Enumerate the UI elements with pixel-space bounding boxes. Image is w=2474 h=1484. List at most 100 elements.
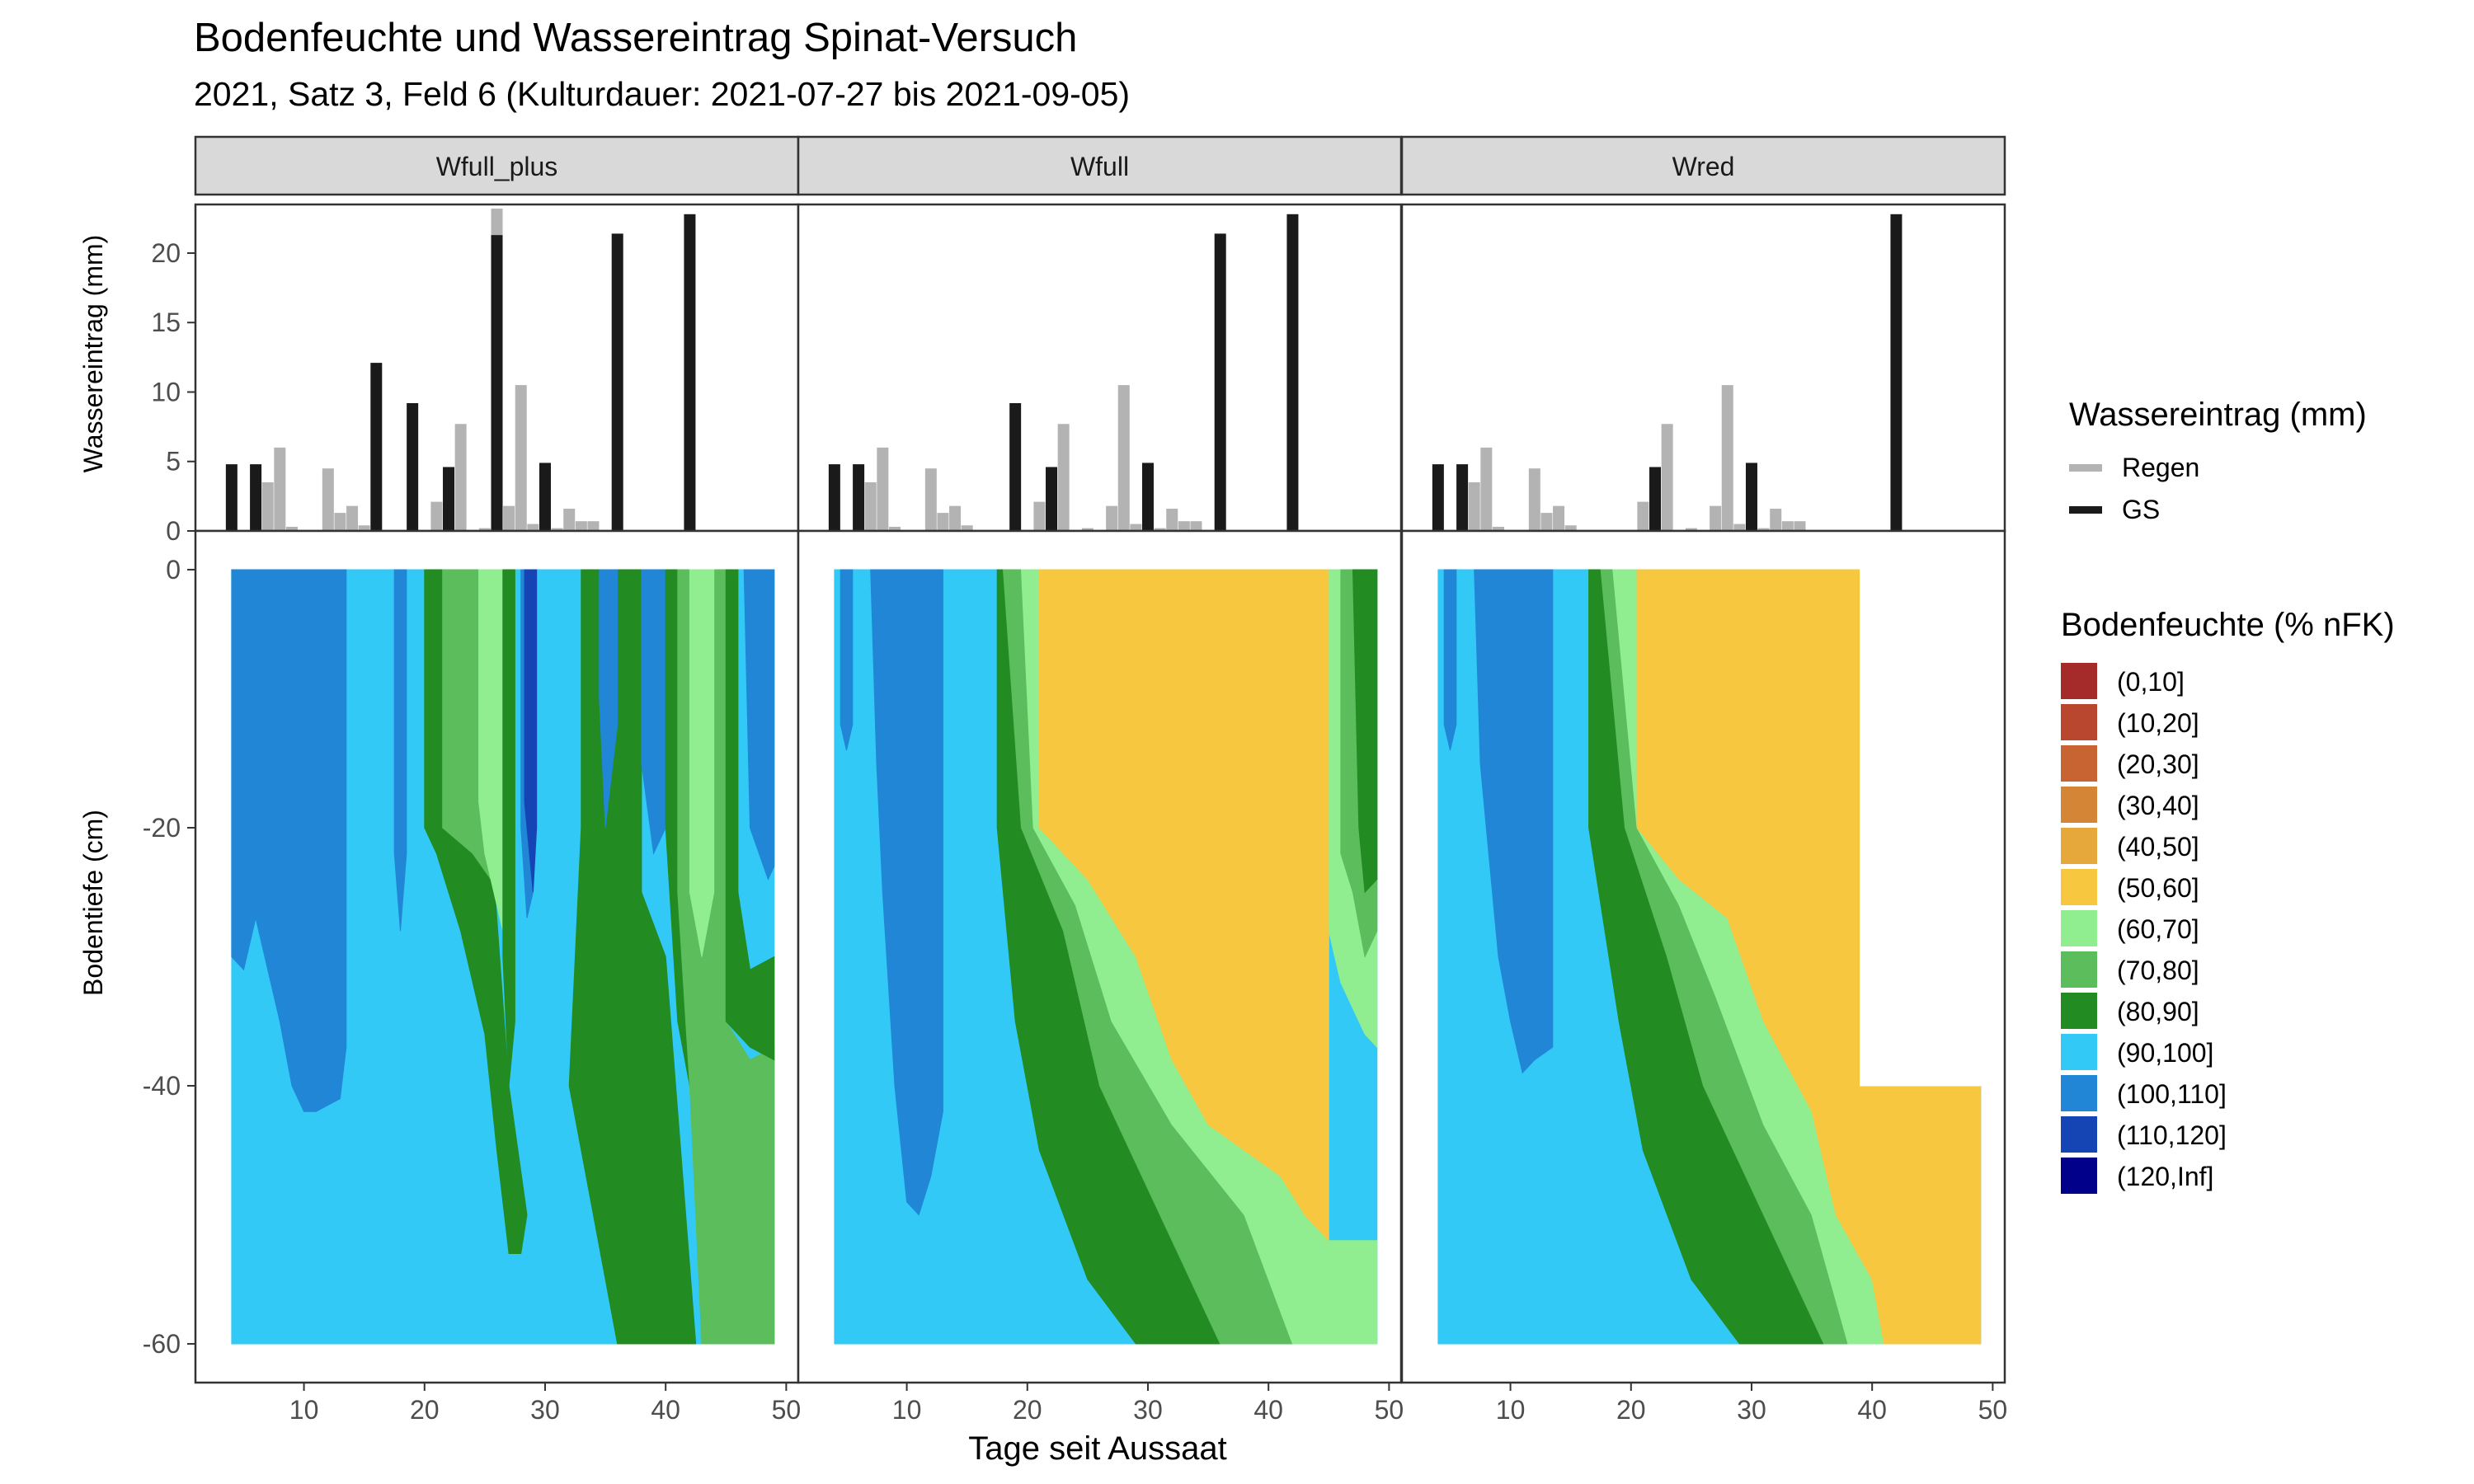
soil-moisture-contours xyxy=(834,569,1378,1345)
bar-regen xyxy=(358,525,370,531)
bar-gs xyxy=(1649,467,1662,531)
bar-regen xyxy=(274,447,286,531)
x-axis-title: Tage seit Aussaat xyxy=(968,1430,1227,1467)
legend-water-input: Wassereintrag (mm) Regen GS xyxy=(2069,397,2367,524)
bar-regen xyxy=(864,482,877,531)
bar-regen xyxy=(961,525,973,531)
bar-regen xyxy=(1721,385,1733,531)
contour-band xyxy=(231,569,347,1112)
bar-regen xyxy=(1540,513,1553,531)
x-tick-label: 20 xyxy=(1013,1395,1042,1425)
bar-regen xyxy=(334,513,346,531)
contour-band xyxy=(725,569,775,1061)
x-tick-label: 30 xyxy=(1133,1395,1163,1425)
contour-band xyxy=(1443,569,1457,751)
bar-regen xyxy=(1685,528,1697,531)
x-tick-label: 50 xyxy=(772,1395,802,1425)
bar-gs xyxy=(1456,464,1469,531)
bar-gs xyxy=(491,235,503,531)
x-tick-label: 40 xyxy=(1253,1395,1283,1425)
x-tick-label: 10 xyxy=(1496,1395,1526,1425)
facet-wfull: Wfull 10 20 30 40 50 xyxy=(797,135,1404,1425)
bar-gs xyxy=(1286,214,1299,531)
bar-regen xyxy=(1130,524,1142,531)
x-tick-label: 10 xyxy=(892,1395,922,1425)
legend-label-class: (70,80] xyxy=(2117,956,2199,985)
x-tick-label: 40 xyxy=(1857,1395,1887,1425)
legend-swatch xyxy=(2061,1034,2097,1070)
y-tick-label-depth: -40 xyxy=(143,1071,181,1101)
bar-regen_extra xyxy=(491,209,503,236)
legend-swatch xyxy=(2061,787,2097,823)
legend-label-gs: GS xyxy=(2122,495,2160,524)
bar-regen xyxy=(888,526,901,531)
x-tick-label: 20 xyxy=(1616,1395,1646,1425)
x-tick-label: 10 xyxy=(289,1395,319,1425)
bar-gs xyxy=(611,233,623,531)
bar-regen xyxy=(1564,525,1577,531)
bar-gs xyxy=(250,464,262,531)
y-tick-label-depth: 0 xyxy=(166,555,181,585)
bar-regen xyxy=(285,526,298,531)
contour-band xyxy=(1860,569,1982,1087)
legend-label-class: (90,100] xyxy=(2117,1038,2213,1068)
bar-regen xyxy=(1117,385,1130,531)
legend-key-gs xyxy=(2069,506,2102,514)
bar-regen xyxy=(1190,521,1202,531)
contour-band xyxy=(689,569,715,957)
bar-regen xyxy=(1468,482,1480,531)
facet-wred: Wred 10 20 30 40 50 xyxy=(1400,135,2007,1425)
contour-band xyxy=(393,569,407,932)
bar-regen xyxy=(346,505,359,531)
bar-regen xyxy=(1081,528,1094,531)
bar-regen xyxy=(1733,524,1746,531)
facet-strip xyxy=(1400,135,2006,196)
contour-band xyxy=(599,569,618,829)
legend-label-class: (30,40] xyxy=(2117,791,2199,820)
legend-label-class: (10,20] xyxy=(2117,708,2199,738)
bar-regen xyxy=(1528,468,1540,531)
legend-label-class: (80,90] xyxy=(2117,997,2199,1026)
water-panel-background xyxy=(1402,204,2005,531)
bar-regen xyxy=(503,505,515,531)
chart-subtitle: 2021, Satz 3, Feld 6 (Kulturdauer: 2021-… xyxy=(194,75,1130,113)
bar-regen xyxy=(1033,501,1046,531)
legend-title-soil: Bodenfeuchte (% nFK) xyxy=(2061,607,2395,643)
bar-regen xyxy=(1770,509,1782,531)
contour-band xyxy=(743,569,775,881)
legend-swatch xyxy=(2061,951,2097,988)
bar-gs xyxy=(1214,233,1226,531)
facet-wfull-plus: Wfull_plus 10 20 30 40 50 0 5 10 15 20 0 -20 -40 -60 xyxy=(143,135,802,1425)
chart-title: Bodenfeuchte und Wassereintrag Spinat-Ve… xyxy=(194,16,1077,60)
bar-gs xyxy=(370,363,383,531)
bar-gs xyxy=(1141,463,1154,531)
x-tick-label: 20 xyxy=(410,1395,440,1425)
y-tick-label-depth: -20 xyxy=(143,813,181,843)
contour-band xyxy=(502,569,515,1087)
legend-swatch xyxy=(2061,1075,2097,1111)
bar-regen xyxy=(924,468,937,531)
bar-regen xyxy=(877,447,889,531)
facet-strip xyxy=(194,135,800,196)
legend-label-class: (60,70] xyxy=(2117,914,2199,944)
legend-swatch xyxy=(2061,1116,2097,1153)
bar-gs xyxy=(539,463,551,531)
x-tick-label: 50 xyxy=(1375,1395,1404,1425)
legend-swatch xyxy=(2061,704,2097,740)
bar-regen xyxy=(1794,521,1806,531)
bar-regen xyxy=(1178,521,1190,531)
legend-soil-moisture: Bodenfeuchte (% nFK) (0,10] (10,20] (20,30]… xyxy=(2061,607,2395,1194)
legend-label-class: (0,10] xyxy=(2117,667,2185,697)
y-axis-title-depth: Bodentiefe (cm) xyxy=(78,810,108,996)
bar-gs xyxy=(1432,464,1444,531)
bar-regen xyxy=(949,505,962,531)
bar-regen xyxy=(454,424,467,531)
bar-regen xyxy=(1553,505,1565,531)
bar-regen xyxy=(527,524,539,531)
bar-regen xyxy=(587,521,600,531)
bar-regen xyxy=(1661,424,1673,531)
bar-regen xyxy=(1106,505,1118,531)
bar-regen xyxy=(261,482,274,531)
legend-swatch xyxy=(2061,993,2097,1029)
facet-strip-label: Wfull_plus xyxy=(436,152,558,181)
